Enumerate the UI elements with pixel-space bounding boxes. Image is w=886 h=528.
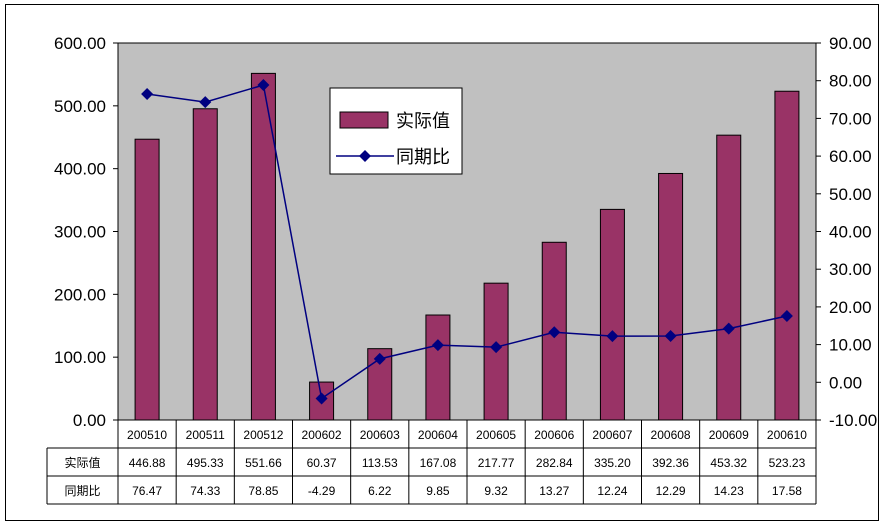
bar	[251, 73, 275, 420]
y-right-tick-label: 30.00	[829, 260, 872, 279]
table-cell-value: -4.29	[308, 484, 336, 498]
y-left-tick-label: 200.00	[54, 285, 106, 304]
x-tick-label: 200607	[592, 428, 632, 442]
y-left-tick-label: 600.00	[54, 34, 106, 53]
y-right-tick-label: 50.00	[829, 185, 872, 204]
bar	[426, 315, 450, 420]
table-cell-value: 13.27	[539, 484, 569, 498]
y-right-tick-label: 60.00	[829, 147, 872, 166]
y-right-tick-label: 70.00	[829, 109, 872, 128]
x-tick-label: 200610	[767, 428, 807, 442]
x-tick-label: 200512	[243, 428, 283, 442]
table-cell-value: 17.58	[772, 484, 802, 498]
table-cell-value: 60.37	[307, 456, 337, 470]
table-cell-value: 523.23	[769, 456, 806, 470]
bar	[193, 109, 217, 420]
table-cell-value: 282.84	[536, 456, 573, 470]
y-left-tick-label: 400.00	[54, 160, 106, 179]
x-tick-label: 200602	[302, 428, 342, 442]
table-cell-value: 78.85	[248, 484, 278, 498]
x-tick-label: 200511	[186, 428, 225, 442]
legend-label: 同期比	[396, 147, 450, 168]
bar	[775, 91, 799, 420]
x-tick-label: 200604	[418, 428, 458, 442]
table-cell-value: 113.53	[362, 456, 398, 470]
plot-area	[118, 43, 816, 420]
y-left-tick-label: 100.00	[54, 348, 106, 367]
y-right-tick-label: 90.00	[829, 34, 872, 53]
y-right-tick-label: 80.00	[829, 72, 872, 91]
bar	[135, 139, 159, 420]
table-cell-value: 9.32	[484, 484, 508, 498]
table-cell-value: 495.33	[187, 456, 224, 470]
x-tick-label: 200606	[534, 428, 574, 442]
x-tick-label: 200605	[476, 428, 516, 442]
bar	[659, 173, 683, 420]
y-right-tick-label: 20.00	[829, 298, 872, 317]
table-cell-value: 453.32	[710, 456, 747, 470]
table-cell-value: 74.33	[190, 484, 220, 498]
y-right-tick-label: 10.00	[829, 336, 872, 355]
table-cell-value: 167.08	[420, 456, 457, 470]
y-left-tick-label: 300.00	[54, 223, 106, 242]
y-left-tick-label: 0.00	[73, 411, 106, 430]
table-cell-value: 392.36	[652, 456, 689, 470]
table-cell-value: 12.24	[597, 484, 627, 498]
y-left-tick-label: 500.00	[54, 97, 106, 116]
table-cell-value: 217.77	[478, 456, 515, 470]
legend-label: 实际值	[396, 111, 450, 132]
x-tick-label: 200608	[651, 428, 691, 442]
legend-swatch-bar	[340, 112, 388, 128]
table-cell-value: 335.20	[594, 456, 631, 470]
bar	[600, 209, 624, 420]
y-right-tick-label: 40.00	[829, 223, 872, 242]
x-tick-label: 200603	[360, 428, 400, 442]
y-right-tick-label: -10.00	[829, 411, 877, 430]
table-cell-value: 6.22	[368, 484, 392, 498]
table-cell-value: 76.47	[132, 484, 162, 498]
table-row-header: 实际值	[64, 455, 100, 470]
table-cell-value: 9.85	[426, 484, 450, 498]
x-tick-label: 200609	[709, 428, 749, 442]
table-cell-value: 446.88	[129, 456, 166, 470]
bar	[717, 135, 741, 420]
x-tick-label: 200510	[127, 428, 167, 442]
table-row-header: 同期比	[64, 484, 100, 498]
table-cell-value: 12.29	[656, 484, 686, 498]
table-cell-value: 551.66	[245, 456, 282, 470]
table-cell-value: 14.23	[714, 484, 744, 498]
y-right-tick-label: 0.00	[829, 373, 862, 392]
